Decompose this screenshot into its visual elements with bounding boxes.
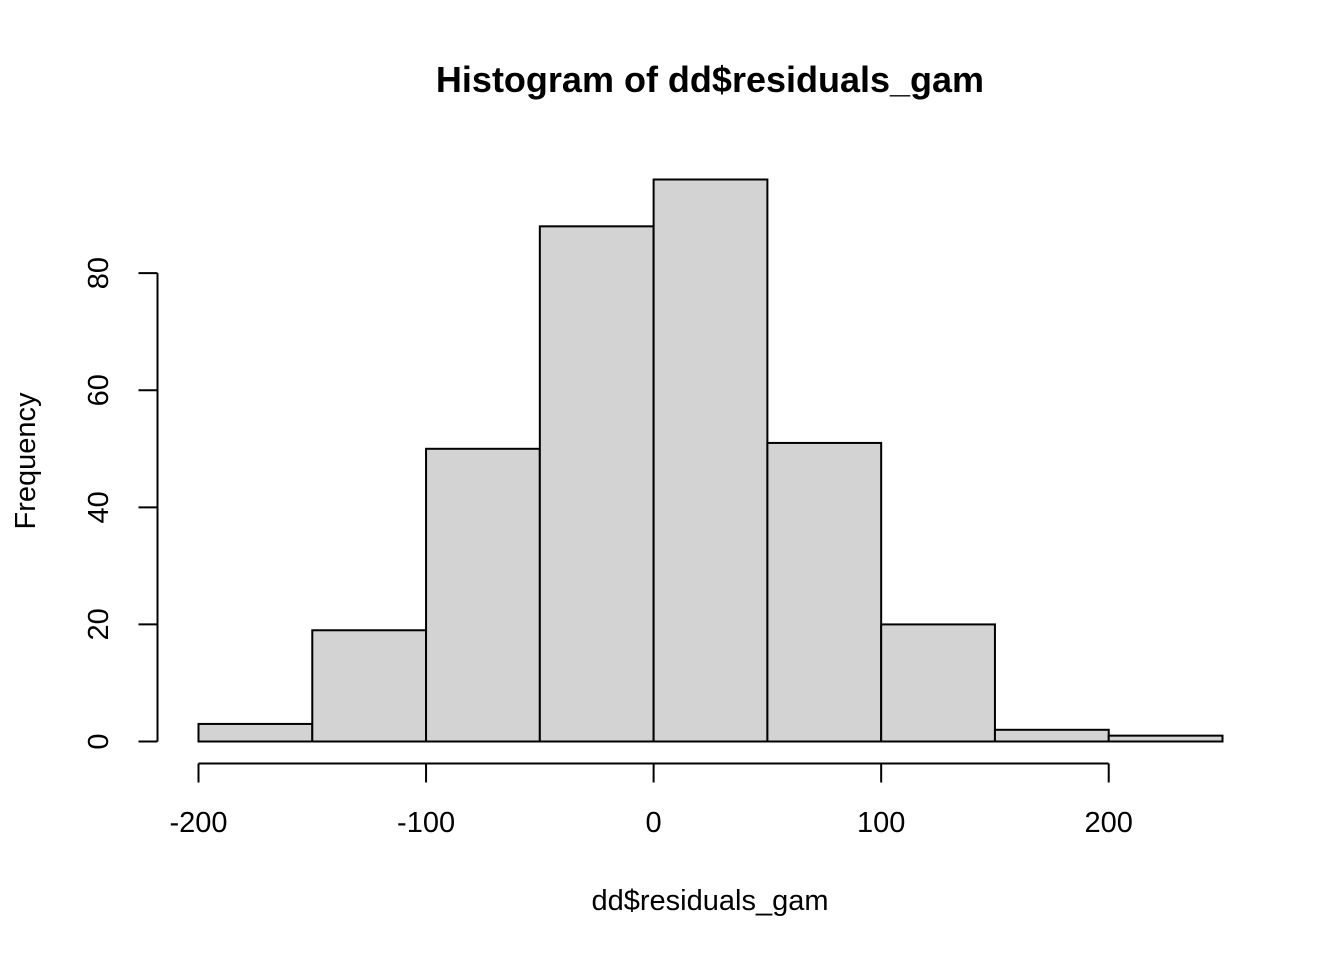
histogram-bar [766, 441, 883, 743]
x-tick-label: 0 [646, 807, 662, 839]
histogram-bar [1107, 734, 1224, 743]
x-axis-label: dd$residuals_gam [592, 885, 829, 917]
histogram-bar [652, 178, 769, 743]
y-tick-label: 20 [83, 608, 115, 640]
histogram-bars [197, 178, 1224, 743]
histogram-bar [311, 629, 428, 743]
y-tick-label: 40 [83, 491, 115, 523]
chart-title: Histogram of dd$residuals_gam [436, 59, 984, 100]
y-axis: 0 20 40 60 80 [83, 257, 159, 750]
histogram-bar [993, 728, 1110, 743]
x-tick-label: 200 [1085, 807, 1133, 839]
y-tick-label: 0 [83, 733, 115, 749]
x-tick-label: -100 [397, 807, 455, 839]
histogram-bar [538, 225, 655, 743]
x-tick-label: 100 [857, 807, 905, 839]
y-axis-label: Frequency [10, 392, 42, 530]
y-tick-label: 60 [83, 374, 115, 406]
y-tick-label: 80 [83, 257, 115, 289]
x-tick-label: -200 [169, 807, 227, 839]
histogram-bar [197, 722, 314, 743]
x-axis: -200 -100 0 100 200 [169, 762, 1133, 839]
histogram-bar [880, 623, 996, 743]
histogram-bar [425, 447, 541, 743]
